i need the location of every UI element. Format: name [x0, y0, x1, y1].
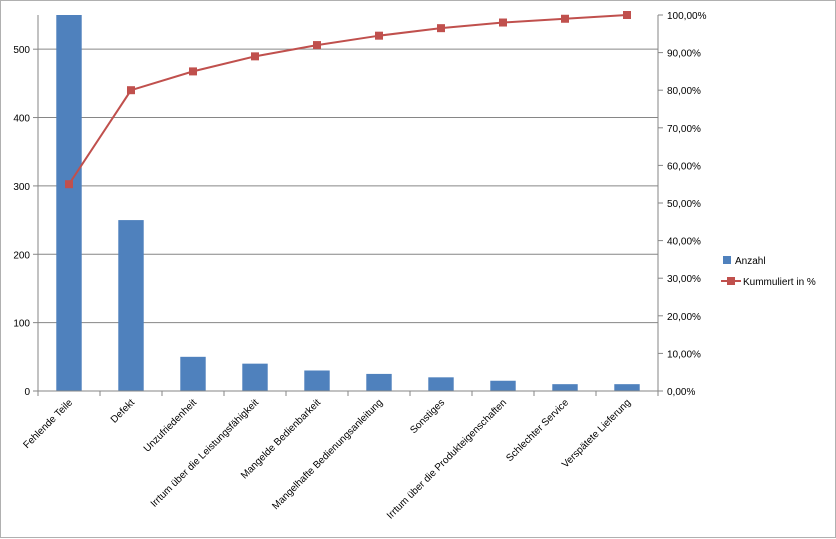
- category-label: Irrtum über die Leistungsfähigkeit: [149, 397, 261, 509]
- line-marker: [313, 41, 321, 50]
- right-tick-label: 0,00%: [667, 387, 695, 398]
- right-tick-label: 10,00%: [667, 349, 701, 360]
- right-tick-label: 100,00%: [667, 11, 707, 22]
- line-marker: [499, 18, 507, 27]
- bar: [242, 363, 268, 391]
- left-axis-ticks: 0 100 200 300 400 500: [13, 45, 30, 398]
- right-tick-label: 60,00%: [667, 161, 701, 172]
- category-label: Verspätete Lieferung: [560, 397, 633, 470]
- category-label: Schlechter Service: [504, 397, 571, 464]
- right-tick-label: 40,00%: [667, 237, 701, 248]
- right-tick-label: 80,00%: [667, 86, 701, 97]
- bar: [118, 220, 144, 391]
- bar-series: [56, 15, 640, 391]
- right-tick-label: 70,00%: [667, 124, 701, 135]
- bar: [180, 356, 206, 391]
- category-label: Sonstiges: [408, 397, 447, 436]
- line-marker: [251, 52, 259, 61]
- legend: Anzahl Kummuliert in %: [721, 256, 816, 288]
- line-marker: [65, 180, 73, 189]
- line-series: [65, 11, 631, 189]
- left-tick-label: 500: [13, 45, 30, 56]
- left-tick-label: 100: [13, 319, 30, 330]
- line-marker: [189, 67, 197, 76]
- line-marker: [561, 14, 569, 23]
- line-marker: [375, 31, 383, 40]
- line-marker: [623, 11, 631, 19]
- bar: [304, 370, 330, 391]
- category-label: Mangelhafte Bedienungsanleitung: [270, 397, 385, 512]
- category-labels: Fehlende Teile Defekt UnzufriedenheitIrrtu…: [21, 397, 633, 521]
- bar: [614, 384, 640, 391]
- bar: [366, 373, 392, 391]
- category-label: Fehlende Teile: [21, 397, 75, 451]
- right-axis-ticks: 0,00% 10,00% 20,00% 30,00% 40,00% 50,00% 60,00…: [667, 11, 707, 398]
- line-marker: [127, 86, 135, 95]
- left-tick-label: 300: [13, 182, 30, 193]
- category-label: Defekt: [109, 397, 137, 425]
- cumulative-line: [68, 14, 628, 185]
- legend-label-bar: Anzahl: [735, 256, 766, 267]
- legend-swatch-bar: [723, 256, 731, 264]
- legend-swatch-marker: [727, 277, 735, 285]
- bar: [490, 380, 516, 391]
- right-tick-label: 20,00%: [667, 312, 701, 323]
- line-marker: [437, 24, 445, 33]
- category-label: Irrtum über die Produkteigenschaften: [385, 397, 509, 521]
- left-tick-label: 200: [13, 250, 30, 261]
- bar: [56, 15, 82, 391]
- category-label: Unzufriedenheit: [142, 397, 199, 454]
- legend-label-line: Kummuliert in %: [743, 277, 816, 288]
- right-tick-label: 50,00%: [667, 199, 701, 210]
- right-tick-label: 30,00%: [667, 274, 701, 285]
- left-tick-label: 0: [24, 387, 30, 398]
- left-tick-label: 400: [13, 114, 30, 125]
- right-tick-label: 90,00%: [667, 49, 701, 60]
- axes: [33, 14, 663, 396]
- bar: [428, 377, 454, 391]
- bar: [552, 384, 578, 391]
